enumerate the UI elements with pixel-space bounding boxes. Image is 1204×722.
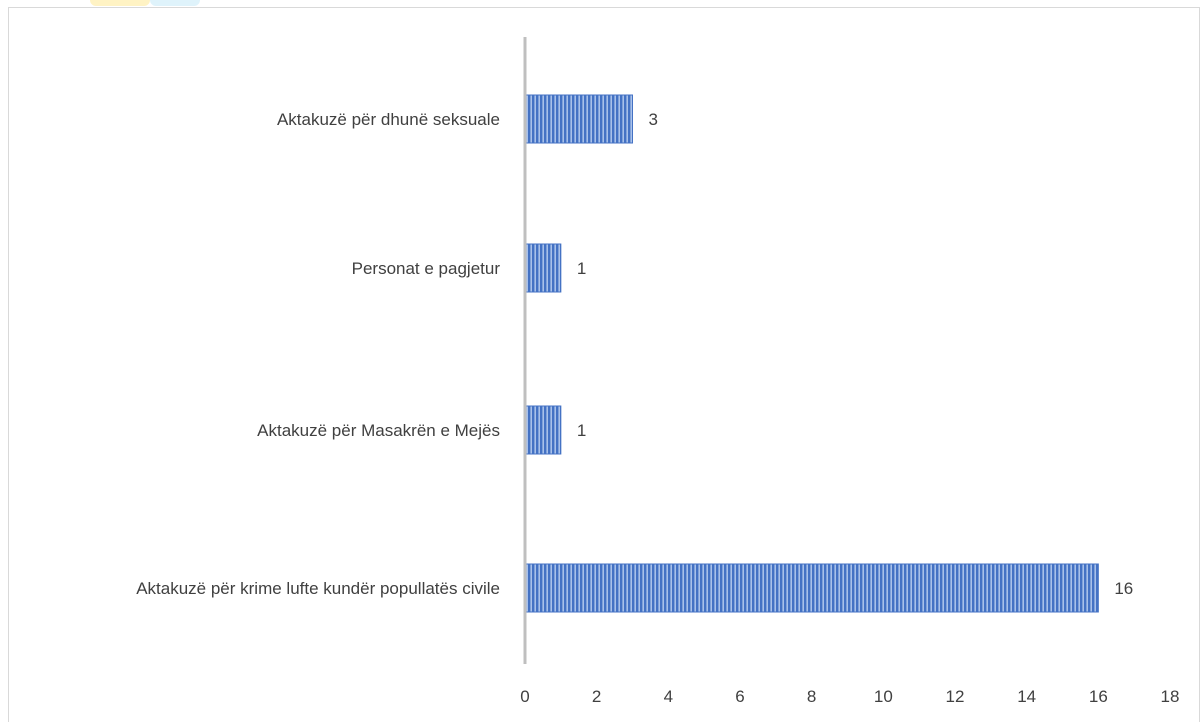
category-label: Aktakuzë për krime lufte kundër popullat… — [136, 579, 500, 598]
category-label: Aktakuzë për dhunë seksuale — [277, 110, 500, 129]
data-label: 1 — [577, 259, 586, 278]
bar — [524, 243, 562, 293]
x-tick-label: 8 — [807, 687, 816, 706]
decoration-yellow — [90, 0, 150, 6]
x-tick-label: 14 — [1017, 687, 1036, 706]
decoration-blue — [150, 0, 200, 6]
x-tick-label: 6 — [735, 687, 744, 706]
x-tick-label: 18 — [1161, 687, 1180, 706]
x-tick-label: 16 — [1089, 687, 1108, 706]
x-tick-label: 12 — [946, 687, 965, 706]
bar — [524, 405, 562, 455]
category-label: Personat e pagjetur — [352, 259, 501, 278]
x-tick-label: 2 — [592, 687, 601, 706]
data-label: 1 — [577, 421, 586, 440]
x-tick-label: 4 — [664, 687, 673, 706]
bar — [524, 563, 1099, 613]
x-tick-label: 0 — [520, 687, 529, 706]
data-label: 3 — [649, 110, 658, 129]
bar — [524, 94, 633, 144]
category-label: Aktakuzë për Masakrën e Mejës — [257, 421, 500, 440]
x-tick-label: 10 — [874, 687, 893, 706]
data-label: 16 — [1114, 579, 1133, 598]
